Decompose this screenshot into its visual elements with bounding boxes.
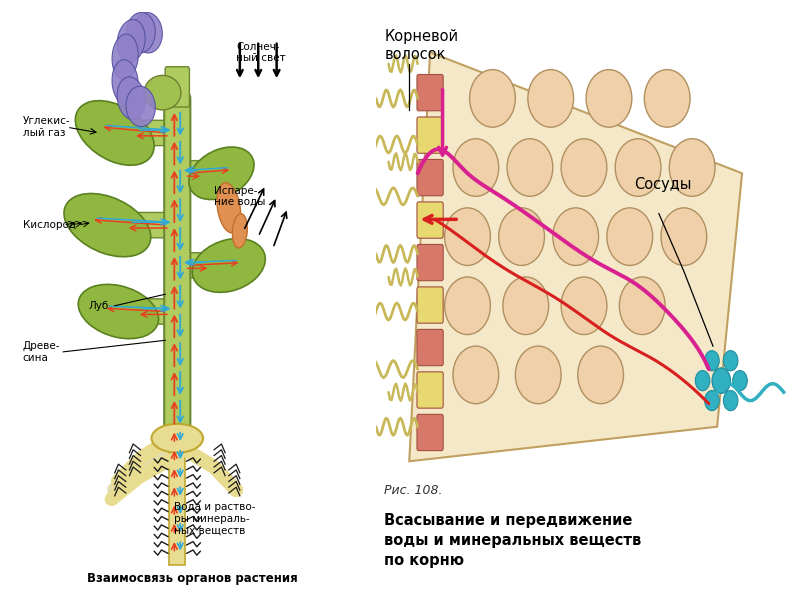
Circle shape xyxy=(712,368,730,394)
Ellipse shape xyxy=(126,86,155,127)
Ellipse shape xyxy=(503,277,549,335)
Ellipse shape xyxy=(232,214,247,248)
FancyBboxPatch shape xyxy=(131,299,169,324)
FancyBboxPatch shape xyxy=(186,253,216,278)
Ellipse shape xyxy=(445,208,490,265)
FancyBboxPatch shape xyxy=(417,415,443,451)
Text: Вода и раство-
ры минераль-
ных веществ: Вода и раство- ры минераль- ных веществ xyxy=(174,502,255,535)
FancyBboxPatch shape xyxy=(127,120,169,146)
FancyBboxPatch shape xyxy=(417,202,443,238)
Ellipse shape xyxy=(615,139,661,196)
Text: Солнеч-
ный свет: Солнеч- ный свет xyxy=(236,41,286,63)
Ellipse shape xyxy=(133,13,162,53)
Ellipse shape xyxy=(151,424,203,452)
FancyBboxPatch shape xyxy=(417,160,443,196)
Ellipse shape xyxy=(112,59,138,105)
Ellipse shape xyxy=(112,34,138,80)
FancyBboxPatch shape xyxy=(164,94,190,443)
Ellipse shape xyxy=(733,371,747,391)
Ellipse shape xyxy=(192,239,266,292)
Ellipse shape xyxy=(470,70,515,127)
Ellipse shape xyxy=(64,193,150,257)
Ellipse shape xyxy=(498,208,545,265)
Ellipse shape xyxy=(695,371,710,391)
Ellipse shape xyxy=(117,77,145,119)
Ellipse shape xyxy=(126,13,155,53)
FancyBboxPatch shape xyxy=(417,287,443,323)
Text: Луб: Луб xyxy=(89,301,110,311)
Ellipse shape xyxy=(670,139,715,196)
Ellipse shape xyxy=(507,139,553,196)
Polygon shape xyxy=(169,438,186,565)
Ellipse shape xyxy=(117,20,145,62)
Ellipse shape xyxy=(705,350,719,371)
FancyBboxPatch shape xyxy=(417,244,443,281)
Text: Сосуды: Сосуды xyxy=(634,178,691,192)
Ellipse shape xyxy=(661,208,706,265)
Ellipse shape xyxy=(705,391,719,410)
Text: Всасывание и передвижение
воды и минеральных веществ
по корню: Всасывание и передвижение воды и минерал… xyxy=(384,513,642,568)
Text: Древе-
сина: Древе- сина xyxy=(22,341,60,362)
Text: Рис. 108.: Рис. 108. xyxy=(384,484,443,497)
Ellipse shape xyxy=(528,70,574,127)
FancyBboxPatch shape xyxy=(417,74,443,111)
Ellipse shape xyxy=(723,350,738,371)
Polygon shape xyxy=(410,52,742,461)
Ellipse shape xyxy=(586,70,632,127)
Ellipse shape xyxy=(453,139,498,196)
Ellipse shape xyxy=(578,346,623,404)
Ellipse shape xyxy=(553,208,598,265)
FancyBboxPatch shape xyxy=(417,372,443,408)
Ellipse shape xyxy=(445,277,490,335)
Ellipse shape xyxy=(723,391,738,410)
FancyBboxPatch shape xyxy=(186,161,209,186)
Ellipse shape xyxy=(453,346,498,404)
Text: Корневой
волосок: Корневой волосок xyxy=(384,29,458,62)
FancyBboxPatch shape xyxy=(165,67,190,107)
Ellipse shape xyxy=(144,76,181,110)
Text: Испаре-
ние воды: Испаре- ние воды xyxy=(214,185,266,207)
Ellipse shape xyxy=(78,284,158,338)
Ellipse shape xyxy=(561,277,607,335)
FancyBboxPatch shape xyxy=(417,117,443,153)
Ellipse shape xyxy=(189,147,254,200)
Ellipse shape xyxy=(217,183,241,233)
Ellipse shape xyxy=(607,208,653,265)
FancyBboxPatch shape xyxy=(417,329,443,365)
Text: Углекис-
лый газ: Углекис- лый газ xyxy=(22,116,70,138)
Ellipse shape xyxy=(515,346,561,404)
Ellipse shape xyxy=(619,277,665,335)
Text: Взаимосвязь органов растения: Взаимосвязь органов растения xyxy=(86,572,298,585)
Ellipse shape xyxy=(644,70,690,127)
Ellipse shape xyxy=(561,139,607,196)
FancyBboxPatch shape xyxy=(120,212,169,238)
Text: Кислород: Кислород xyxy=(22,220,76,230)
Ellipse shape xyxy=(75,101,154,165)
